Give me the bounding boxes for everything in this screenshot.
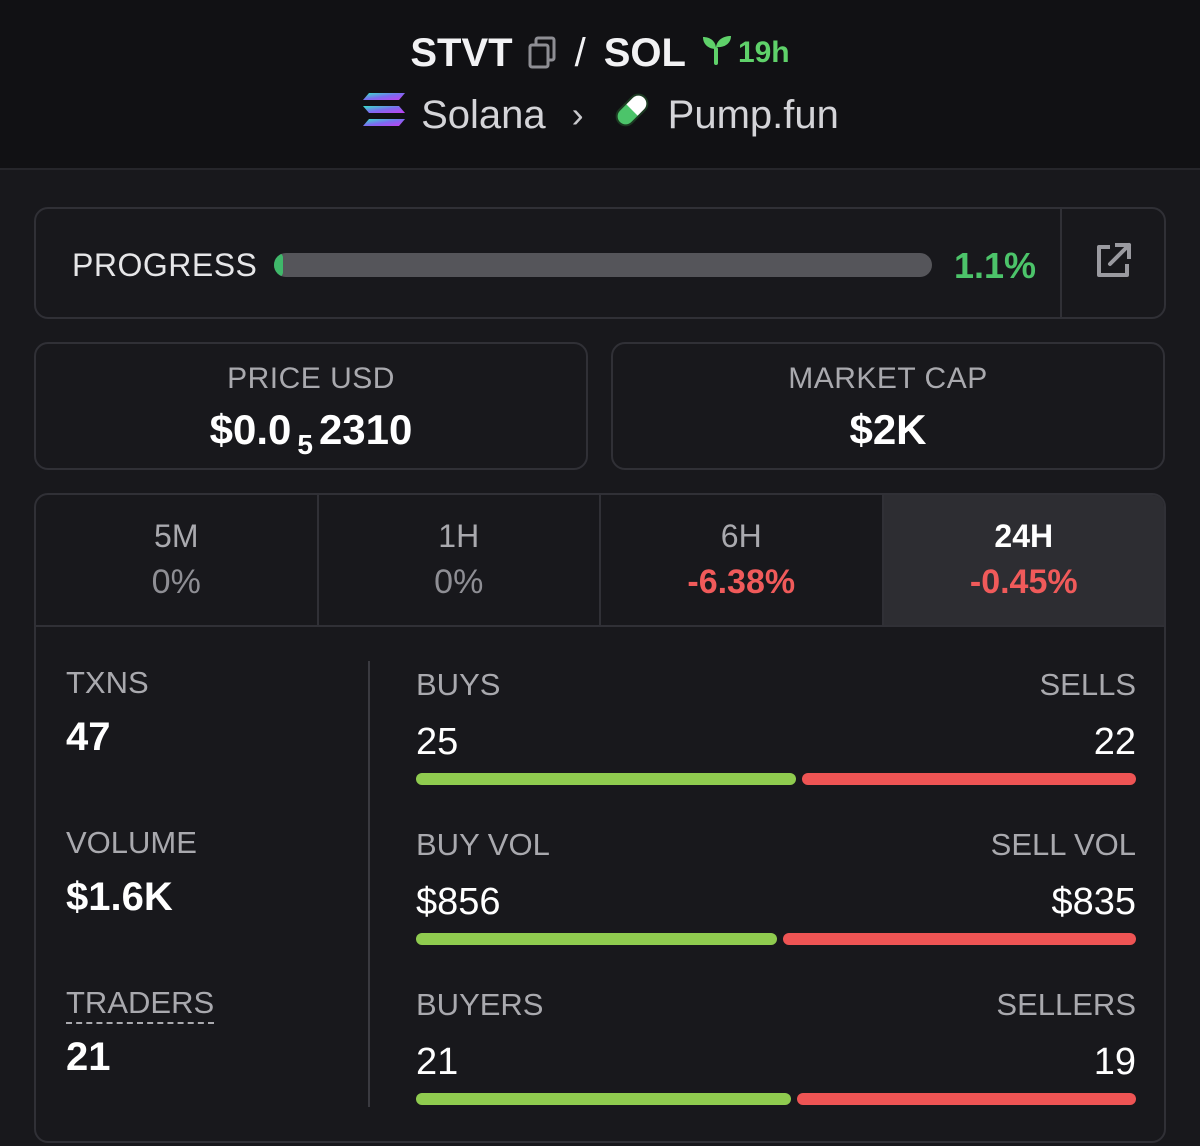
price-prefix: $0.0 (209, 406, 292, 453)
market-cap-label: MARKET CAP (788, 362, 988, 395)
pair-header: STVT / SOL 19h (0, 0, 1200, 170)
price-zero-count: 5 (297, 429, 313, 460)
sells-label: SELLS (1039, 667, 1136, 702)
txns-stat: TXNS 47 (66, 665, 149, 760)
chevron-right-icon: › (571, 94, 584, 135)
copy-icon[interactable] (527, 36, 557, 70)
sell-bar-segment (796, 1093, 1136, 1105)
price-usd-card: PRICE USD $0.0 5 2310 (34, 342, 588, 470)
progress-bar (274, 253, 932, 277)
traders-label[interactable]: TRADERS (66, 985, 215, 1024)
pair-separator: / (574, 30, 586, 75)
volume-label: VOLUME (66, 825, 197, 860)
tab-24h[interactable]: 24H -0.45% (883, 495, 1164, 625)
buy-sell-volume-bar (416, 933, 1136, 945)
buy-vol-value: $856 (416, 881, 501, 923)
sell-vol-value: $835 (1051, 881, 1136, 923)
buy-bar-segment (416, 773, 796, 785)
tab-change: -6.38% (687, 563, 796, 601)
price-usd-value: $0.0 5 2310 (36, 406, 586, 461)
pair-age-value: 19h (737, 36, 790, 69)
txns-value: 47 (66, 715, 111, 759)
tab-6h[interactable]: 6H -6.38% (601, 495, 884, 625)
progress-bar-fill (274, 253, 283, 277)
tab-change: -0.45% (969, 563, 1078, 601)
buys-sells-row: BUYS SELLS 25 22 (416, 667, 1136, 787)
traders-stat[interactable]: TRADERS 21 (66, 985, 215, 1080)
txns-label: TXNS (66, 665, 149, 700)
tab-1h[interactable]: 1H 0% (319, 495, 601, 625)
progress-divider (1060, 209, 1062, 317)
pair-age: 19h (700, 33, 790, 73)
market-cap-value: $2K (849, 406, 927, 453)
sell-bar-segment (783, 933, 1136, 945)
tab-5m[interactable]: 5M 0% (36, 495, 319, 625)
column-divider (368, 661, 370, 1107)
tab-label: 5M (154, 518, 199, 554)
chain-link[interactable]: Solana (421, 92, 546, 137)
sells-value: 22 (1093, 721, 1136, 763)
buyers-label: BUYERS (416, 987, 544, 1022)
solana-logo-icon (361, 91, 407, 139)
base-token-symbol: STVT (410, 30, 513, 75)
progress-value: 1.1% (954, 245, 1037, 286)
seedling-icon (700, 33, 734, 73)
bonding-progress-card: PROGRESS 1.1% (34, 207, 1166, 319)
sell-vol-label: SELL VOL (990, 827, 1136, 862)
tab-change: 0% (434, 563, 484, 601)
external-link-icon (1093, 241, 1133, 286)
sellers-value: 19 (1093, 1041, 1136, 1083)
buys-sells-bar (416, 773, 1136, 785)
chain-breadcrumb: Solana › Pump.fun (0, 90, 1200, 140)
buy-bar-segment (416, 933, 778, 945)
buy-vol-label: BUY VOL (416, 827, 550, 862)
quote-token-symbol: SOL (603, 30, 686, 75)
trading-stats-panel: 5M 0% 1H 0% 6H -6.38% 24H -0.45% TXNS 47… (34, 493, 1166, 1143)
price-usd-label: PRICE USD (227, 362, 395, 395)
dex-link[interactable]: Pump.fun (667, 92, 839, 137)
tab-label: 24H (994, 518, 1054, 554)
open-external-button[interactable] (1062, 209, 1164, 317)
tab-label: 6H (720, 518, 762, 554)
sellers-label: SELLERS (996, 987, 1136, 1022)
buy-bar-segment (416, 1093, 791, 1105)
buyers-sellers-row: BUYERS SELLERS 21 19 (416, 987, 1136, 1107)
buyers-sellers-bar (416, 1093, 1136, 1105)
pill-icon (610, 88, 654, 142)
volume-value: $1.6K (66, 875, 173, 919)
price-digits: 2310 (318, 406, 413, 453)
buyers-value: 21 (416, 1041, 459, 1083)
tab-change: 0% (151, 563, 201, 601)
pair-title-row: STVT / SOL 19h (0, 28, 1200, 78)
volume-stat: VOLUME $1.6K (66, 825, 197, 920)
buys-value: 25 (416, 721, 459, 763)
buys-label: BUYS (416, 667, 501, 702)
progress-label: PROGRESS (72, 247, 258, 283)
timeframe-tabs: 5M 0% 1H 0% 6H -6.38% 24H -0.45% (36, 495, 1164, 627)
tab-label: 1H (438, 518, 480, 554)
traders-value: 21 (66, 1035, 111, 1079)
buy-sell-volume-row: BUY VOL SELL VOL $856 $835 (416, 827, 1136, 947)
market-cap-card: MARKET CAP $2K (611, 342, 1165, 470)
sell-bar-segment (801, 773, 1136, 785)
